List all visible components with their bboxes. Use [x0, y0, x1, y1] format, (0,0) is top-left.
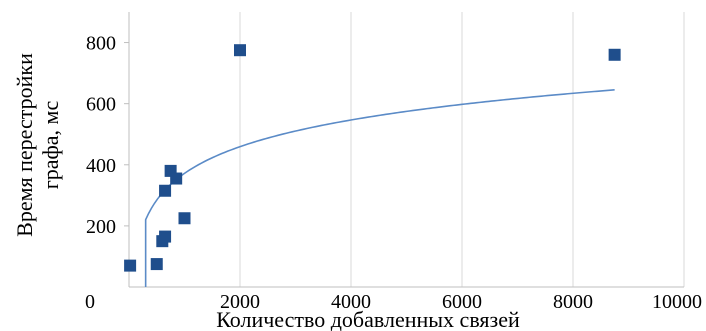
data-point-4: [159, 184, 172, 197]
x-tick-label-4: 8000: [553, 291, 593, 313]
data-point-8: [234, 44, 246, 57]
y-tick-labels: 200 400 600 800: [86, 33, 116, 238]
data-point-1: [150, 258, 163, 271]
trendline: [144, 89, 615, 287]
x-tick-label-1: 2000: [220, 291, 260, 313]
y-tick-label-1: 400: [86, 155, 116, 177]
data-points: [124, 44, 621, 272]
data-point-3: [159, 230, 172, 243]
x-tick-label-0: 0: [85, 291, 95, 313]
y-axis-label-line-1: Время перестройки: [12, 53, 37, 237]
data-point-6: [170, 172, 183, 185]
y-tick-label-3: 800: [86, 33, 116, 55]
data-point-0: [124, 259, 137, 272]
x-axis-label: Количество добавленных связей: [216, 307, 520, 331]
data-point-9: [608, 48, 621, 61]
grid-lines: [239, 12, 685, 287]
trendline-group: [144, 89, 615, 287]
data-point-7: [178, 212, 191, 225]
x-tick-label-3: 6000: [442, 291, 482, 313]
y-tick-label-2: 600: [86, 94, 116, 116]
y-axis-label-line-2: графа, мс: [38, 101, 63, 190]
x-tick-label-5: 10000: [652, 291, 702, 313]
x-tick-labels: 0 2000 4000 6000 8000 10000: [85, 291, 702, 313]
x-tick-label-2: 4000: [331, 291, 371, 313]
axes: [124, 12, 684, 288]
y-tick-label-0: 200: [86, 216, 116, 238]
